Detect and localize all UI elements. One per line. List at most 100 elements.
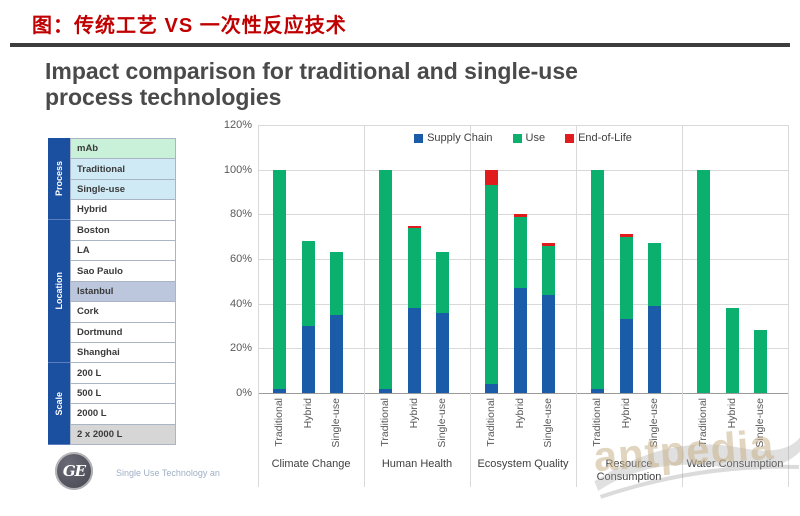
bar-segment-supply-chain <box>379 388 392 393</box>
scenario-table: Process Location Scale mAb Traditional Singl… <box>48 138 176 446</box>
bar-segment-use <box>648 243 661 306</box>
ge-logo: GE <box>55 452 93 490</box>
bar-segment-end-of-life <box>485 169 498 186</box>
bar-label: Traditional <box>591 398 603 447</box>
footer-note: Single Use Technology an <box>116 468 220 478</box>
bar-segment-supply-chain <box>514 288 527 393</box>
y-axis-tick-label: 0% <box>236 387 252 399</box>
scenario-row: mAb <box>70 138 176 160</box>
scenario-group-scale: Scale <box>48 363 70 445</box>
category-separator <box>470 125 471 487</box>
bar-segment-end-of-life <box>514 214 527 217</box>
scenario-row: Sao Paulo <box>70 261 176 282</box>
bar-segment-supply-chain <box>591 388 604 393</box>
bar-segment-use <box>408 227 421 309</box>
bar-segment-use <box>697 169 710 393</box>
slide-title-chinese: 图：传统工艺 VS 一次性反应技术 <box>32 15 347 37</box>
scenario-group-process: Process <box>48 138 70 221</box>
bar-segment-supply-chain <box>485 384 498 393</box>
ge-logo-monogram: GE <box>62 462 86 480</box>
bar-segment-use <box>726 308 739 393</box>
legend-item: Supply Chain <box>414 132 493 144</box>
legend-label: End-of-Life <box>578 132 632 144</box>
bar-label: Hybrid <box>408 398 420 429</box>
scenario-table-rows: mAb Traditional Single-use Hybrid Boston LA Sa… <box>70 138 176 446</box>
category-label: Human Health <box>381 458 453 470</box>
bar-segment-supply-chain <box>330 314 343 393</box>
bar-label: Single-use <box>754 398 766 448</box>
bar-segment-end-of-life <box>620 234 633 237</box>
bar-segment-use <box>754 330 767 393</box>
category-separator <box>258 125 259 487</box>
bar-segment-supply-chain <box>408 308 421 393</box>
title-divider <box>10 43 790 47</box>
y-axis-tick-label: 20% <box>229 342 252 355</box>
scenario-row: 2 x 2000 L <box>70 424 176 446</box>
bar-segment-supply-chain <box>648 305 661 393</box>
category-label: Ecosystem Quality <box>477 458 569 470</box>
legend-swatch-icon <box>565 133 575 143</box>
x-axis-line <box>258 393 788 394</box>
category-label: Water Consumption <box>686 458 784 470</box>
y-gridline <box>258 125 788 126</box>
y-axis-tick-label: 80% <box>229 208 252 221</box>
bar-label: Traditional <box>697 398 709 447</box>
scenario-row: LA <box>70 241 176 262</box>
bar-segment-supply-chain <box>436 312 449 393</box>
bar-segment-use <box>273 169 286 389</box>
y-axis-tick-label: 40% <box>229 297 252 310</box>
bar-label: Single-use <box>648 398 660 448</box>
scenario-row: Traditional <box>70 159 176 180</box>
legend-item: End-of-Life <box>565 132 632 144</box>
bar-label: Single-use <box>330 398 342 448</box>
category-separator <box>682 125 683 487</box>
bar-label: Traditional <box>485 398 497 447</box>
bar-segment-use <box>379 169 392 389</box>
scenario-row: 200 L <box>70 363 176 384</box>
scenario-row: Cork <box>70 302 176 323</box>
y-axis-tick-label: 120% <box>223 119 252 131</box>
scenario-row: Shanghai <box>70 343 176 364</box>
bar-segment-use <box>302 241 315 326</box>
legend-label: Use <box>525 132 546 144</box>
scenario-row: Boston <box>70 220 176 242</box>
bar-label: Hybrid <box>514 398 526 429</box>
bar-segment-use <box>542 245 555 295</box>
legend-swatch-icon <box>414 133 424 143</box>
category-separator <box>364 125 365 487</box>
category-separator <box>576 125 577 487</box>
scenario-row: 500 L <box>70 383 176 405</box>
bar-segment-use <box>330 252 343 315</box>
category-separator <box>788 125 789 487</box>
scenario-group-location: Location <box>48 220 70 363</box>
bar-segment-use <box>620 236 633 320</box>
bar-segment-use <box>514 216 527 289</box>
scenario-row: 2000 L <box>70 404 176 425</box>
y-axis-tick-label: 100% <box>223 163 252 176</box>
scenario-row: Single-use <box>70 179 176 201</box>
bar-label: Hybrid <box>302 398 314 429</box>
bar-segment-supply-chain <box>302 326 315 393</box>
chart-heading: Impact comparison for traditional and si… <box>45 58 578 110</box>
bar-label: Traditional <box>379 398 391 447</box>
legend-swatch-icon <box>512 133 522 143</box>
bar-segment-end-of-life <box>408 225 421 228</box>
bar-label: Single-use <box>542 398 554 448</box>
bar-segment-supply-chain <box>542 294 555 393</box>
bar-segment-use <box>436 252 449 313</box>
y-axis-tick-label: 60% <box>229 253 252 265</box>
scenario-row: Dortmund <box>70 322 176 344</box>
bar-segment-supply-chain <box>620 319 633 393</box>
bar-segment-end-of-life <box>542 243 555 246</box>
bar-segment-use <box>485 185 498 385</box>
legend-label: Supply Chain <box>427 132 493 144</box>
scenario-row: Istanbul <box>70 281 176 303</box>
y-gridline <box>258 169 788 171</box>
bar-segment-use <box>591 169 604 389</box>
bar-label: Hybrid <box>620 398 632 429</box>
category-label: Climate Change <box>271 458 351 470</box>
bar-label: Traditional <box>273 398 285 447</box>
scenario-table-group-strip: Process Location Scale <box>48 138 70 445</box>
